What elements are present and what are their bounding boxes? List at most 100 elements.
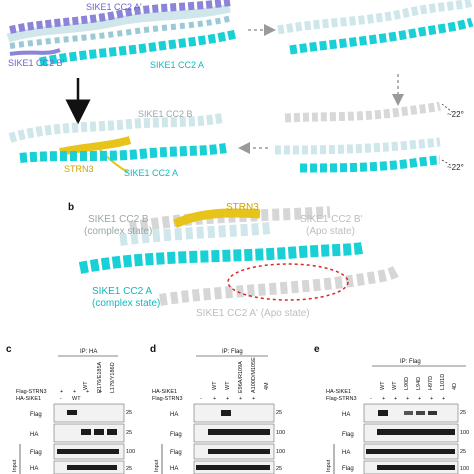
d-row2-sign-4: + — [239, 396, 242, 402]
c-mw-1: 25 — [126, 410, 132, 416]
angle-label-top: ~22° — [447, 110, 464, 119]
d-row2-sign-1: - — [200, 396, 202, 402]
c-row1-sign-4: + — [99, 389, 102, 395]
e-mw-1: 25 — [460, 410, 466, 416]
b-strn3: STRN3 — [226, 202, 259, 213]
c-col-3: L179/Y186D — [110, 362, 116, 393]
label-cc2-a: SIKE1 CC2 A — [150, 60, 204, 70]
e-blot-2: Flag — [342, 432, 354, 438]
d-col-1: WT — [212, 381, 218, 390]
b-cc2-b-prime-state: (Apo state) — [306, 226, 355, 237]
e-blot-3: HA — [342, 450, 350, 456]
c-blot-4: HA — [30, 466, 38, 472]
helix-cc2-b-prime — [128, 206, 331, 234]
e-row2-sign-7: + — [442, 396, 445, 402]
panel-letter-d: d — [150, 344, 156, 355]
e-ip-label: IP: Flag — [400, 359, 421, 365]
helix-cc2-a-prime — [159, 264, 402, 306]
b-cc2-b-prime: SIKE1 CC2 B' — [300, 214, 363, 225]
e-blot-4: Flag — [342, 466, 354, 472]
label-cc2-a-bottom: SIKE1 CC2 A — [124, 168, 178, 178]
structure-bottom-right — [274, 101, 453, 173]
c-input-label: Input — [12, 459, 18, 472]
e-blot-boxes — [363, 403, 459, 474]
d-blot-4: HA — [170, 466, 178, 472]
structure-bottom-left — [8, 113, 227, 173]
d-blot-2: Flag — [170, 432, 182, 438]
e-col-1: WT — [380, 381, 386, 390]
d-col-5: 4M — [264, 382, 270, 390]
panel-letter-b: b — [68, 202, 74, 213]
c-col-2: R176/E185A — [97, 361, 103, 393]
helix-cc2-a — [78, 242, 363, 274]
c-blot-2: HA — [30, 432, 38, 438]
panel-e: e IP: Flag WT WT L90D L94D H97D L101D 4D… — [314, 344, 469, 474]
c-mw-4: 25 — [126, 466, 132, 472]
panel-c: c IP: HA WT R176/E185A L179/Y186D Flag-S… — [6, 344, 135, 474]
c-row2-name: HA-SIKE1 — [16, 396, 41, 402]
d-col-2: WT — [225, 381, 231, 390]
e-row2-name: Flag-STRN3 — [326, 396, 357, 402]
d-mw-1: 25 — [276, 410, 282, 416]
e-blot-1: HA — [342, 412, 350, 418]
c-mw-2: 25 — [126, 430, 132, 436]
e-row2-sign-3: + — [394, 396, 397, 402]
structure-top-left — [6, 0, 238, 67]
d-mw-2: 100 — [276, 430, 285, 436]
c-row1-sign-1: + — [60, 389, 63, 395]
e-col-3: L90D — [404, 377, 410, 390]
e-row2-sign-2: + — [382, 396, 385, 402]
interface-highlight-ellipse — [227, 263, 349, 301]
d-col-3: E96A/R109A — [238, 361, 244, 393]
d-row2-sign-3: + — [226, 396, 229, 402]
c-row2-sign-1: - — [60, 396, 62, 402]
d-row1-name: HA-SIKE1 — [152, 389, 177, 395]
c-row1-name: Flag-STRN3 — [16, 389, 47, 395]
c-blot-3: Flag — [30, 450, 42, 456]
d-row2-sign-2: + — [213, 396, 216, 402]
c-row1-sign-2: + — [73, 389, 76, 395]
panel-a: SIKE1 CC2 A' SIKE1 CC2 B' SIKE1 CC2 A ~2… — [6, 0, 474, 178]
panel-letter-e: e — [314, 344, 320, 355]
e-mw-3: 25 — [460, 449, 466, 455]
label-cc2-b-prime: SIKE1 CC2 B' — [8, 58, 65, 68]
e-input-label: Input — [326, 459, 332, 472]
structure-top-right — [277, 0, 474, 55]
d-ip-label: IP: Flag — [222, 349, 243, 355]
panel-letter-c: c — [6, 344, 12, 355]
c-ip-label: IP: HA — [80, 349, 97, 355]
label-cc2-a-prime: SIKE1 CC2 A' — [86, 2, 142, 12]
angle-label-bottom: ~22° — [447, 163, 464, 172]
e-col-4: L94D — [416, 377, 422, 390]
helix-cc2-b — [119, 222, 271, 246]
b-cc2-a-state: (complex state) — [92, 298, 160, 309]
e-col-5: H97D — [428, 376, 434, 390]
b-cc2-a: SIKE1 CC2 A — [92, 286, 152, 297]
e-row2-sign-5: + — [418, 396, 421, 402]
label-strn3: STRN3 — [64, 164, 94, 174]
c-blot-boxes — [53, 403, 125, 474]
e-row2-sign-6: + — [430, 396, 433, 402]
d-blot-1: HA — [170, 412, 178, 418]
d-row2-name: Flag-STRN3 — [152, 396, 183, 402]
c-mw-3: 100 — [126, 449, 135, 455]
b-cc2-b: SIKE1 CC2 B — [88, 214, 149, 225]
b-cc2-a-prime: SIKE1 CC2 A' (Apo state) — [196, 308, 310, 319]
helix-strn3 — [173, 208, 261, 229]
e-col-6: L101D — [440, 374, 446, 390]
d-input-label: Input — [154, 459, 160, 472]
c-row2-sign-2: WT — [72, 396, 81, 402]
e-mw-4: 100 — [460, 466, 469, 472]
d-row2-sign-5: + — [252, 396, 255, 402]
label-cc2-b: SIKE1 CC2 B — [138, 109, 193, 119]
b-cc2-b-state: (complex state) — [84, 226, 152, 237]
c-row1-sign-3: + — [86, 389, 89, 395]
c-blot-1: Flag — [30, 412, 42, 418]
e-row2-sign-1: - — [370, 396, 372, 402]
c-col-1: WT — [83, 381, 89, 390]
d-col-4: A100D/M105E — [251, 357, 257, 393]
d-blot-3: Flag — [170, 450, 182, 456]
e-mw-2: 100 — [460, 430, 469, 436]
d-mw-4: 25 — [276, 466, 282, 472]
